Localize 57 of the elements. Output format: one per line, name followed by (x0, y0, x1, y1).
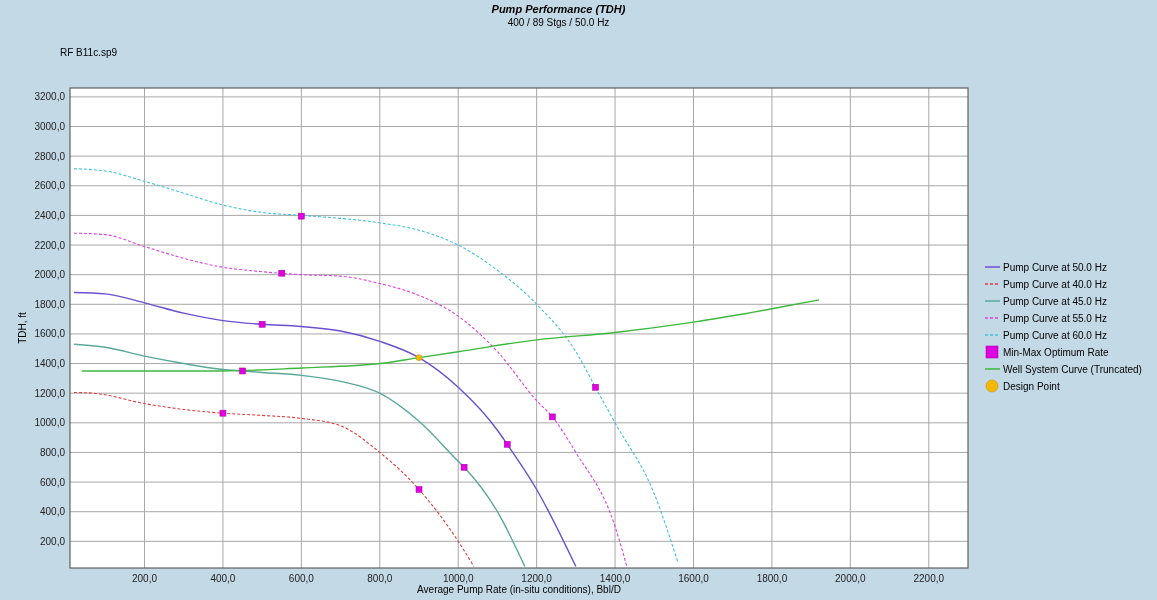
x-tick-label: 200,0 (131, 573, 158, 584)
line-series (81, 299, 820, 372)
legend-label: Pump Curve at 45.0 Hz (1003, 295, 1107, 307)
line-series (73, 168, 679, 563)
x-tick-label: 800,0 (367, 573, 393, 584)
legend-label: Min-Max Optimum Rate (1003, 346, 1110, 358)
legend-label: Well System Curve (Truncated) (1003, 363, 1142, 375)
chart-title: Pump Performance (TDH) (491, 3, 626, 15)
chart-subtitle: 400 / 89 Stgs / 50.0 Hz (507, 17, 610, 28)
y-tick-label: 800,0 (39, 446, 66, 458)
y-tick-label: 1000,0 (34, 417, 66, 429)
point (415, 486, 423, 493)
x-tick-label: 1600,0 (678, 573, 710, 584)
y-tick-label: 1800,0 (34, 298, 66, 310)
point (278, 269, 286, 277)
y-tick-label: 2400,0 (34, 209, 66, 221)
point (239, 367, 246, 375)
line-series (73, 343, 526, 568)
legend-label: Pump Curve at 55.0 Hz (1003, 312, 1107, 324)
y-tick-label: 2200,0 (34, 239, 66, 251)
x-tick-label: 1000,0 (442, 573, 474, 584)
line-series (73, 232, 628, 568)
line-series (73, 391, 475, 568)
point (460, 464, 468, 471)
x-tick-label: 2200,0 (913, 573, 945, 584)
point (503, 441, 511, 448)
y-tick-label: 200,0 (39, 535, 66, 547)
x-axis-title: Average Pump Rate (in-situ conditions), Bbl/D (417, 584, 621, 595)
point (298, 212, 305, 220)
y-tick-label: 1600,0 (34, 328, 66, 340)
x-tick-label: 1400,0 (599, 573, 631, 584)
legend-label: Pump Curve at 50.0 Hz (1003, 261, 1107, 273)
x-tick-label: 400,0 (210, 573, 236, 584)
legend-label: Pump Curve at 40.0 Hz (1003, 278, 1107, 290)
y-tick-label: 1200,0 (34, 387, 66, 399)
x-tick-label: 1800,0 (756, 573, 788, 584)
point (415, 354, 423, 361)
x-tick-label: 600,0 (288, 573, 315, 584)
y-tick-label: 400,0 (39, 506, 66, 518)
point (549, 413, 556, 421)
point (258, 321, 266, 328)
y-tick-label: 3000,0 (34, 121, 66, 133)
y-tick-label: 2600,0 (34, 180, 66, 192)
y-axis-title: TDH, ft (17, 311, 28, 344)
x-tick-label: 1200,0 (521, 573, 553, 584)
point (592, 384, 599, 391)
text: RF B11c.sp9 (60, 47, 118, 58)
line-series (73, 291, 577, 568)
y-tick-label: 600,0 (39, 476, 66, 488)
y-tick-label: 1400,0 (34, 358, 66, 370)
point (219, 409, 227, 417)
y-tick-label: 3200,0 (34, 91, 66, 103)
legend-label: Design Point (1003, 380, 1060, 392)
x-tick-label: 2000,0 (835, 573, 867, 584)
y-tick-label: 2000,0 (34, 269, 66, 281)
legend-label: Pump Curve at 60.0 Hz (1003, 329, 1107, 341)
y-tick-label: 2800,0 (34, 150, 66, 162)
